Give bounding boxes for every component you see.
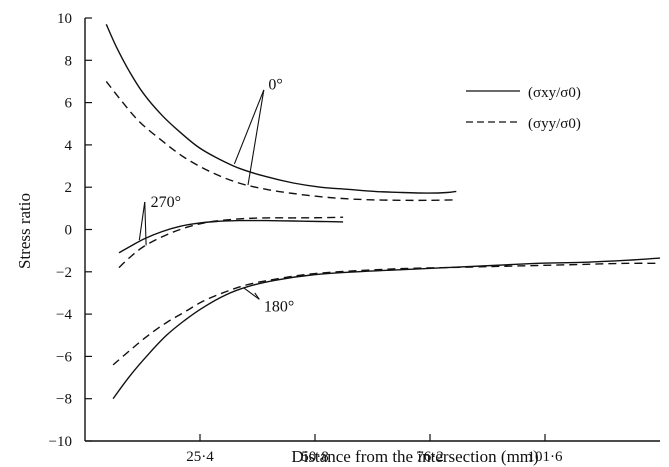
y-tick-label: 6 (65, 96, 73, 112)
series-line-syy-0deg (105, 80, 457, 202)
x-tick-label: 25·4 (186, 449, 214, 465)
y-tick-label: 8 (65, 53, 73, 69)
y-tick-label: 10 (57, 11, 72, 27)
series-line-sxy-0deg (105, 24, 457, 194)
legend-label-syy: (σyy/σ0) (528, 116, 581, 132)
y-axis-title: Stress ratio (15, 193, 34, 269)
annotation-label: 180° (264, 299, 294, 316)
y-tick-label: −2 (56, 265, 72, 281)
legend: (σxy/σ0) (σyy/σ0) (466, 85, 581, 132)
series-line-syy-270deg (118, 216, 344, 269)
annotation-leader (243, 287, 260, 300)
annotation-label: 270° (151, 194, 181, 211)
x-tick-label: 101·6 (528, 449, 563, 465)
plot-area (105, 24, 661, 400)
annotation-label: 0° (268, 77, 282, 94)
x-tick-label: 76·2 (416, 449, 444, 465)
y-tick-label: −10 (49, 434, 72, 450)
y-tick-label: 4 (65, 138, 73, 154)
y-tick-label: 0 (65, 223, 73, 239)
series-line-sxy-270deg (118, 219, 344, 254)
annotation-leader (247, 89, 265, 186)
y-tick-label: −4 (56, 307, 72, 323)
y-tick-label: −6 (56, 349, 72, 365)
annotation-leader (138, 201, 146, 241)
annotations: 0° 270° 180° (138, 77, 294, 316)
annotation-leader (144, 201, 147, 246)
series-line-sxy-180deg (112, 257, 661, 400)
x-tick-label: 50·8 (301, 449, 329, 465)
x-axis-title: Distance from the intersection (mm) (291, 447, 538, 466)
axis-titles: Distance from the intersection (mm) Stre… (15, 193, 539, 466)
y-tick-label: −8 (56, 392, 72, 408)
annotation-leader (233, 89, 265, 165)
axes (84, 18, 660, 442)
legend-label-sxy: (σxy/σ0) (528, 85, 581, 101)
series-line-syy-180deg (112, 262, 661, 366)
y-tick-label: 2 (65, 180, 73, 196)
ticks: −10 −8 −6 −4 −2 0 2 4 6 8 10 25·4 50·8 76·2 101·6 (49, 11, 563, 465)
annotation-leader (254, 292, 260, 300)
